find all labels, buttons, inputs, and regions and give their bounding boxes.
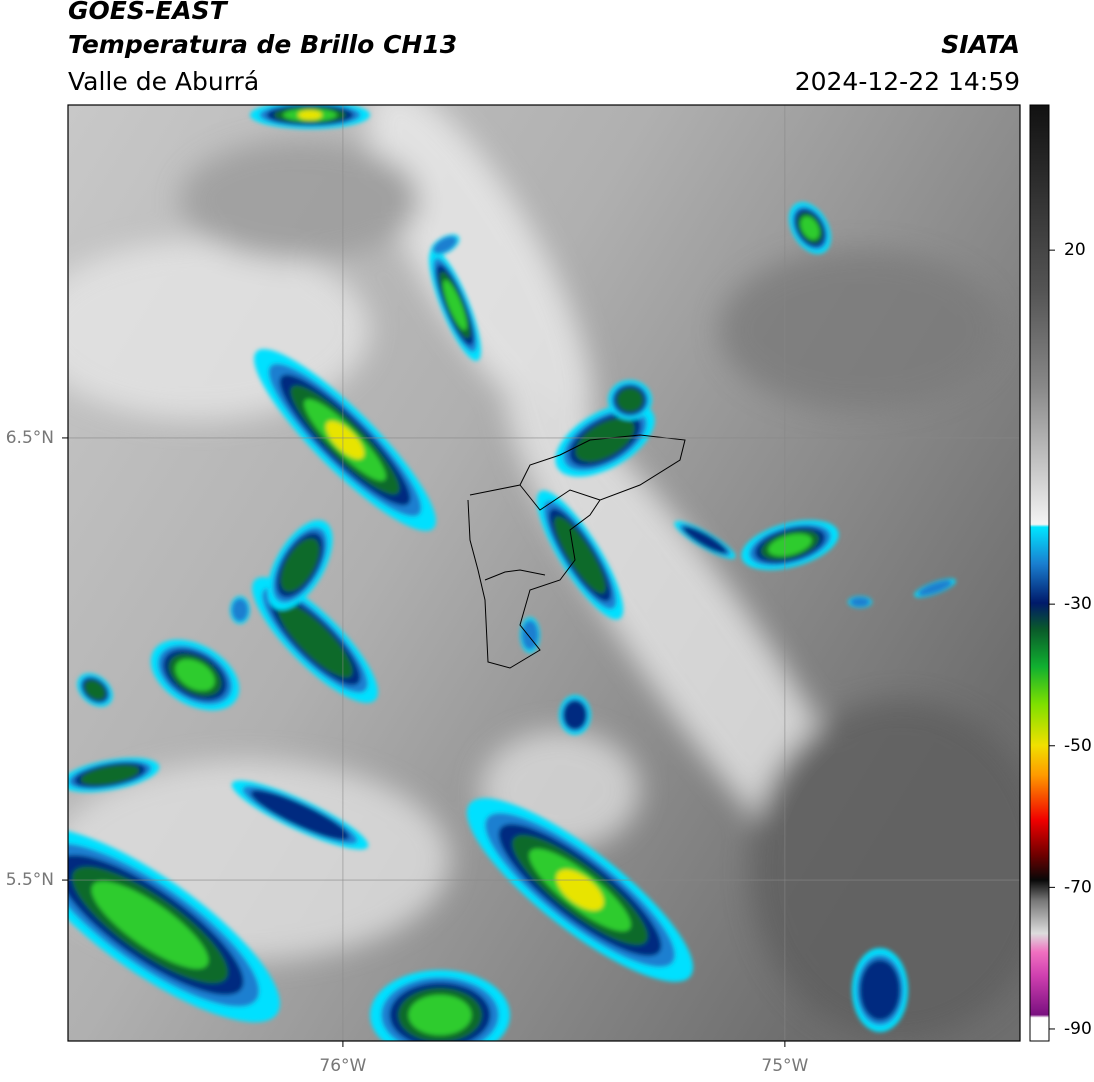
cloud-patch: [84, 679, 106, 701]
datetime: 2024-12-22 14:59: [795, 67, 1020, 96]
cloud-patch: [432, 236, 458, 254]
cloud-patch: [859, 959, 901, 1021]
cloud-patch: [325, 420, 365, 460]
cloud-patch: [231, 598, 249, 622]
y-tick-label: 5.5°N: [6, 870, 54, 890]
cloud-patch: [682, 526, 728, 554]
cloud-patch: [849, 596, 871, 608]
cloud-patch: [277, 602, 353, 678]
cloud-patch: [575, 418, 635, 462]
cloud-patch: [800, 216, 820, 240]
source: SIATA: [941, 30, 1020, 59]
y-tick-label: 6.5°N: [6, 428, 54, 448]
cloud-patch: [408, 994, 472, 1036]
colorbar-label: -30: [1064, 594, 1092, 614]
satellite-image: [68, 105, 1020, 1041]
x-tick-label: 75°W: [761, 1056, 808, 1076]
cloud-patch: [91, 881, 209, 969]
cloud-patch: [917, 580, 953, 596]
cloud-patch: [563, 700, 587, 730]
cloud-patch: [175, 659, 215, 691]
colorbar: [1029, 104, 1050, 1042]
cloud-patch: [616, 388, 644, 412]
colorbar-label: -70: [1064, 877, 1092, 897]
cloud-patch: [443, 279, 467, 331]
cloud-patch: [554, 516, 606, 594]
colorbar-label: -50: [1064, 736, 1092, 756]
cloud-patch: [250, 790, 350, 840]
subtitle: Temperatura de Brillo CH13: [68, 30, 457, 59]
cloud-patch: [298, 110, 322, 120]
colorbar-label: -90: [1064, 1019, 1092, 1039]
x-tick-label: 76°W: [319, 1056, 366, 1076]
region: Valle de Aburrá: [68, 67, 259, 96]
title: GOES-EAST: [68, 0, 229, 25]
cloud-patch: [768, 533, 812, 557]
colorbar-label: 20: [1064, 240, 1086, 260]
cloud-patch: [280, 538, 320, 592]
map-frame: [67, 104, 1021, 1042]
cloud-patch: [80, 764, 140, 786]
